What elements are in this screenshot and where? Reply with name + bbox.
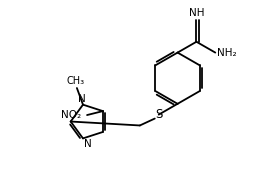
Text: NO₂: NO₂	[61, 110, 81, 120]
Text: S: S	[155, 108, 162, 121]
Text: N: N	[78, 94, 86, 104]
Text: NH₂: NH₂	[217, 48, 237, 58]
Text: CH₃: CH₃	[67, 76, 85, 86]
Text: N: N	[84, 139, 92, 149]
Text: NH: NH	[189, 8, 204, 18]
